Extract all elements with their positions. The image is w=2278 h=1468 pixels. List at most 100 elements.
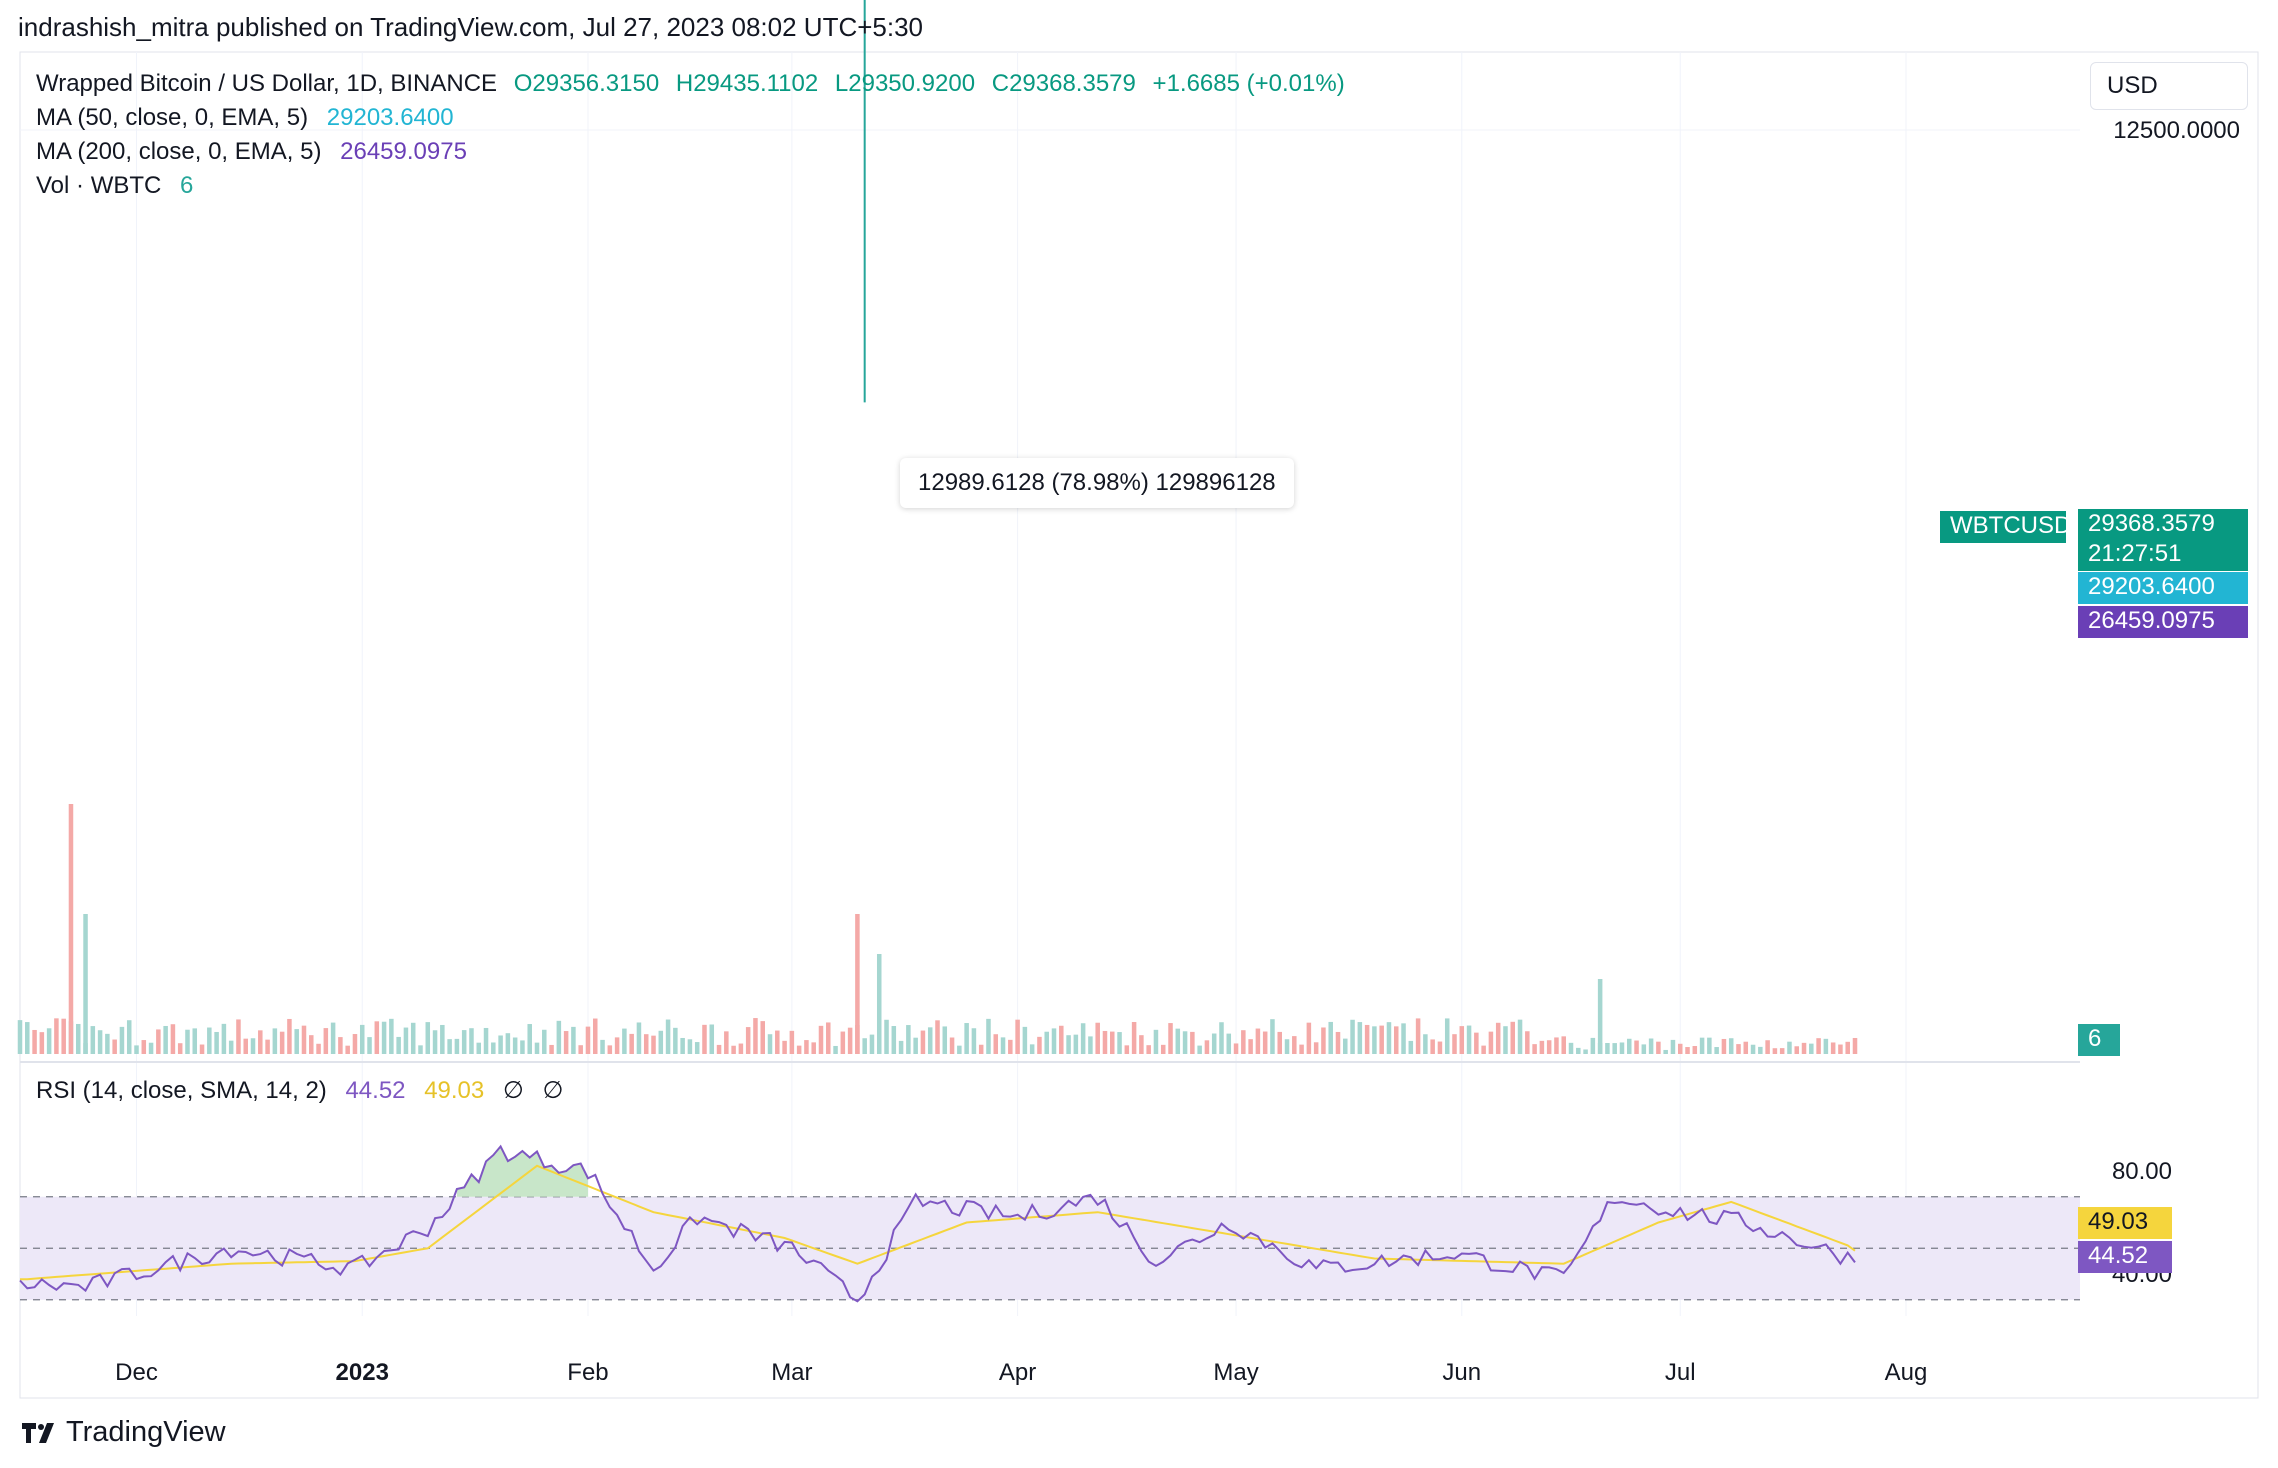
rsi-ma-legend-value: 49.03 <box>424 1077 485 1104</box>
volume-bar <box>279 1031 285 1054</box>
volume-bar <box>1393 1026 1399 1054</box>
volume-bar <box>359 1024 365 1054</box>
volume-bar <box>1299 1044 1304 1054</box>
volume-bar <box>1721 1038 1727 1054</box>
rsi-legend-value: 44.52 <box>345 1077 406 1104</box>
volume-bar <box>39 1032 45 1054</box>
rsi-ma-tag: 49.03 <box>2078 1207 2172 1239</box>
open-value: O29356.3150 <box>513 70 660 97</box>
currency-button[interactable]: USD <box>2090 62 2248 110</box>
volume-bar <box>214 1031 219 1054</box>
volume-bar <box>1714 1047 1719 1054</box>
volume-bar <box>957 1045 962 1054</box>
volume-bar <box>971 1028 977 1054</box>
countdown-value: 21:27:51 <box>2088 540 2182 567</box>
volume-bar <box>425 1022 431 1054</box>
volume-bar <box>847 1027 853 1054</box>
volume-bar <box>1576 1047 1581 1054</box>
volume-bar <box>745 1027 751 1054</box>
volume-bar <box>1343 1038 1348 1054</box>
change-value: +1.6685 (+0.01%) <box>1152 70 1345 97</box>
volume-bar <box>199 1044 205 1054</box>
volume-bar <box>1466 1025 1472 1054</box>
volume-bar <box>352 1034 358 1054</box>
volume-bar <box>1204 1040 1210 1054</box>
volume-bar <box>1102 1030 1108 1054</box>
volume-bar <box>323 1028 329 1054</box>
volume-bar <box>614 1037 620 1054</box>
volume-bar <box>250 1038 256 1054</box>
volume-bar <box>389 1018 394 1054</box>
volume-bar <box>1845 1041 1850 1054</box>
volume-bar <box>898 1040 904 1054</box>
symbol-legend: Wrapped Bitcoin / US Dollar, 1D, BINANCE… <box>36 70 1345 98</box>
volume-bar <box>177 1043 183 1054</box>
rsi-tag: 44.52 <box>2078 1241 2172 1273</box>
volume-bar <box>1000 1037 1006 1054</box>
volume-bar <box>1503 1026 1508 1054</box>
volume-bar <box>651 1035 656 1054</box>
volume-bar <box>491 1042 496 1054</box>
ma200-legend-value: 26459.0975 <box>340 138 467 165</box>
volume-bar <box>906 1025 911 1054</box>
volume-bar <box>1255 1028 1261 1054</box>
volume-bar <box>563 1031 569 1054</box>
volume-bar <box>119 1026 125 1054</box>
volume-bar <box>1779 1048 1785 1054</box>
symbol-tag: WBTCUSD <box>1940 511 2071 543</box>
volume-bar <box>1059 1025 1064 1054</box>
volume-bar <box>1838 1044 1843 1054</box>
volume-bar <box>1066 1035 1071 1054</box>
volume-bar <box>440 1024 445 1054</box>
volume-bar <box>105 1033 110 1054</box>
volume-bar <box>1641 1044 1647 1054</box>
volume-bar <box>731 1045 736 1054</box>
volume-bar <box>709 1024 715 1054</box>
volume-bar <box>527 1024 532 1054</box>
volume-bar <box>1095 1022 1100 1054</box>
volume-bar <box>760 1021 765 1054</box>
time-tick-label: Jun <box>1442 1359 1481 1386</box>
volume-legend-value: 6 <box>180 172 194 199</box>
volume-bar <box>309 1035 314 1054</box>
volume-bar <box>301 1025 307 1054</box>
volume-spike <box>855 914 860 1054</box>
volume-bar <box>1328 1021 1333 1054</box>
volume-bar <box>1088 1036 1093 1054</box>
volume-bar <box>243 1038 248 1054</box>
volume-bar <box>1175 1028 1181 1054</box>
volume-bar <box>1823 1038 1829 1054</box>
volume-bar <box>1495 1022 1501 1054</box>
volume-bar <box>1648 1038 1654 1054</box>
volume-bar <box>1728 1038 1734 1054</box>
time-tick-label: Jul <box>1665 1359 1696 1386</box>
volume-bar <box>1241 1030 1246 1054</box>
volume-bar <box>600 1039 605 1054</box>
volume-bar <box>1284 1039 1290 1054</box>
volume-bar <box>1707 1037 1712 1054</box>
volume-bar <box>949 1037 955 1054</box>
volume-bar <box>935 1020 940 1054</box>
volume-bar <box>673 1027 678 1054</box>
volume-bar <box>702 1024 707 1054</box>
volume-bar <box>25 1022 30 1054</box>
volume-bar <box>520 1040 525 1054</box>
volume-bar <box>1423 1034 1428 1054</box>
volume-bar <box>680 1037 685 1054</box>
volume-bar <box>1364 1024 1370 1054</box>
volume-bar <box>46 1028 52 1054</box>
tradingview-logo[interactable]: TradingView <box>22 1416 226 1449</box>
volume-bar <box>454 1038 460 1054</box>
volume-bar <box>1430 1039 1435 1054</box>
volume-bars <box>17 804 1858 1054</box>
volume-bar <box>1481 1045 1486 1054</box>
volume-bar <box>1022 1026 1028 1054</box>
volume-bar <box>221 1023 227 1054</box>
volume-spike <box>83 914 88 1054</box>
volume-bar <box>549 1044 554 1054</box>
volume-bar <box>1663 1049 1668 1054</box>
volume-bar <box>432 1030 438 1054</box>
volume-bar <box>636 1022 642 1054</box>
volume-bar <box>804 1040 809 1054</box>
